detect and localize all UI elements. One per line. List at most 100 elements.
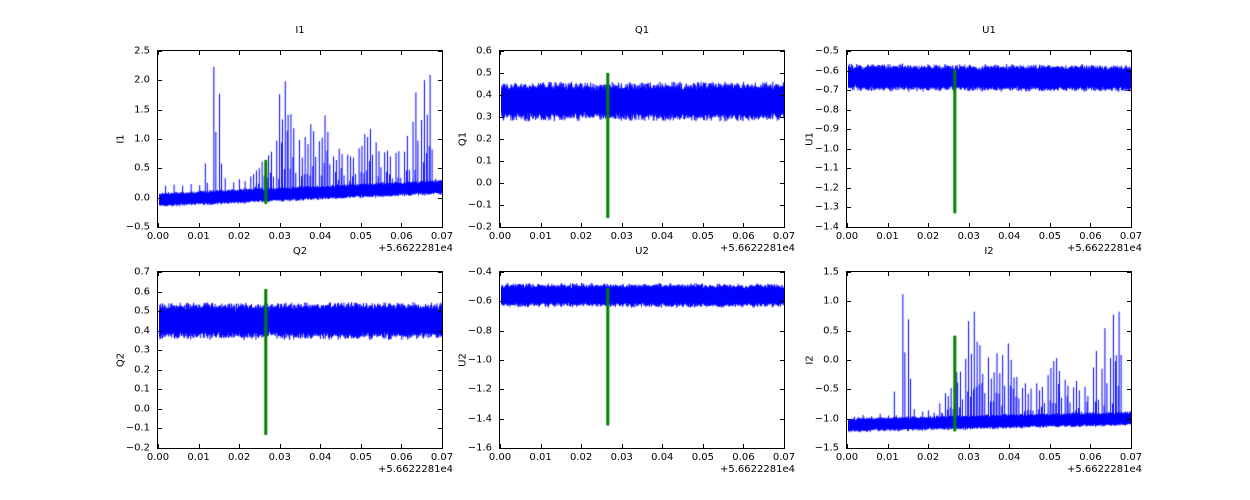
x-axis-offset-text-i2: +5.6622281e4 [1067, 464, 1142, 475]
x-tick-mark [239, 223, 240, 227]
y-tick-mark [500, 73, 504, 74]
x-tick-mark [1090, 223, 1091, 227]
x-tick-mark [622, 444, 623, 448]
y-tick-mark-right [438, 428, 442, 429]
x-tick-label: 0.05 [1038, 452, 1061, 463]
y-tick-mark-right [438, 168, 442, 169]
x-tick-mark [888, 223, 889, 227]
x-tick-mark-top [401, 272, 402, 276]
y-tick-mark [847, 301, 851, 302]
x-tick-mark-top [928, 51, 929, 55]
x-tick-mark [361, 223, 362, 227]
x-tick-mark-top [847, 51, 848, 55]
x-tick-label: 0.05 [349, 231, 372, 242]
x-tick-label: 0.00 [146, 452, 170, 463]
y-tick-label: −1.5 [814, 442, 839, 454]
x-tick-mark [928, 444, 929, 448]
x-axis-offset-text-i1: +5.6622281e4 [378, 243, 453, 254]
x-tick-mark-top [888, 272, 889, 276]
y-tick-label: −1.1 [814, 162, 839, 174]
y-tick-label: −0.5 [125, 221, 150, 233]
x-tick-label: 0.00 [835, 452, 859, 463]
subplot-title-u2: U2 [635, 246, 649, 257]
x-tick-label: 0.00 [488, 452, 512, 463]
y-tick-mark [158, 51, 162, 52]
y-tick-mark [500, 51, 504, 52]
y-tick-mark [158, 370, 162, 371]
x-tick-label: 0.04 [651, 231, 674, 242]
y-tick-label: 0.5 [134, 162, 150, 174]
y-tick-label: 2.5 [134, 45, 150, 57]
x-tick-label: 0.02 [570, 452, 593, 463]
subplot-title-u1: U1 [982, 25, 996, 36]
y-tick-label: −0.2 [125, 442, 150, 454]
y-tick-mark [847, 71, 851, 72]
axes-u1 [846, 50, 1132, 228]
x-tick-mark [401, 444, 402, 448]
axes-q1 [499, 50, 785, 228]
y-tick-label: −1.0 [814, 143, 839, 155]
x-tick-label: 0.06 [1079, 452, 1102, 463]
y-tick-label: −0.1 [467, 199, 492, 211]
y-tick-label: −0.8 [814, 104, 839, 116]
y-tick-label: 0.4 [134, 325, 150, 337]
y-tick-label: −0.6 [467, 295, 492, 307]
x-tick-mark-top [541, 51, 542, 55]
y-tick-mark-right [1127, 71, 1131, 72]
x-tick-mark [703, 223, 704, 227]
y-tick-mark-right [1127, 448, 1131, 449]
y-tick-mark-right [1127, 301, 1131, 302]
x-tick-mark [320, 223, 321, 227]
y-tick-label: 0.7 [134, 266, 150, 278]
x-tick-label: 0.07 [1119, 452, 1143, 463]
y-tick-mark-right [1127, 90, 1131, 91]
y-tick-mark-right [780, 272, 784, 273]
x-tick-mark-top [703, 272, 704, 276]
x-tick-mark-top [622, 51, 623, 55]
x-tick-mark-top [969, 272, 970, 276]
x-tick-mark [541, 223, 542, 227]
y-tick-mark [158, 139, 162, 140]
x-tick-label: 0.03 [957, 452, 980, 463]
x-tick-label: 0.02 [570, 231, 593, 242]
y-tick-label: −0.4 [467, 266, 492, 278]
subplot-title-i1: I1 [295, 25, 305, 36]
y-tick-mark-right [780, 139, 784, 140]
x-tick-label: 0.03 [268, 452, 291, 463]
x-tick-label: 0.06 [732, 452, 755, 463]
y-tick-mark [847, 51, 851, 52]
x-axis-offset-text-u2: +5.6622281e4 [720, 464, 795, 475]
y-tick-label: 0.1 [476, 155, 492, 167]
y-tick-label: 0.4 [476, 89, 492, 101]
y-tick-mark-right [780, 183, 784, 184]
subplot-title-i2: I2 [984, 246, 994, 257]
x-tick-mark-top [1131, 51, 1132, 55]
x-tick-mark [541, 444, 542, 448]
x-tick-label: 0.01 [187, 452, 210, 463]
x-tick-label: 0.02 [228, 231, 251, 242]
y-tick-mark-right [438, 272, 442, 273]
y-tick-mark [847, 149, 851, 150]
x-tick-mark-top [703, 51, 704, 55]
x-tick-mark-top [662, 51, 663, 55]
y-tick-label: −0.5 [814, 45, 839, 57]
y-tick-label: −1.2 [814, 182, 839, 194]
signal-trace-q2 [159, 273, 442, 448]
x-tick-label: 0.05 [1038, 231, 1061, 242]
x-tick-mark [500, 223, 501, 227]
x-tick-mark-top [1009, 51, 1010, 55]
x-tick-mark [280, 444, 281, 448]
y-tick-mark [847, 419, 851, 420]
y-tick-mark-right [1127, 272, 1131, 273]
y-tick-mark-right [1127, 51, 1131, 52]
signal-trace-u2 [501, 273, 784, 448]
y-tick-mark-right [1127, 207, 1131, 208]
x-tick-label: 0.05 [691, 452, 714, 463]
x-tick-mark [847, 444, 848, 448]
x-tick-mark [158, 444, 159, 448]
x-tick-mark [1050, 223, 1051, 227]
x-tick-mark-top [199, 51, 200, 55]
